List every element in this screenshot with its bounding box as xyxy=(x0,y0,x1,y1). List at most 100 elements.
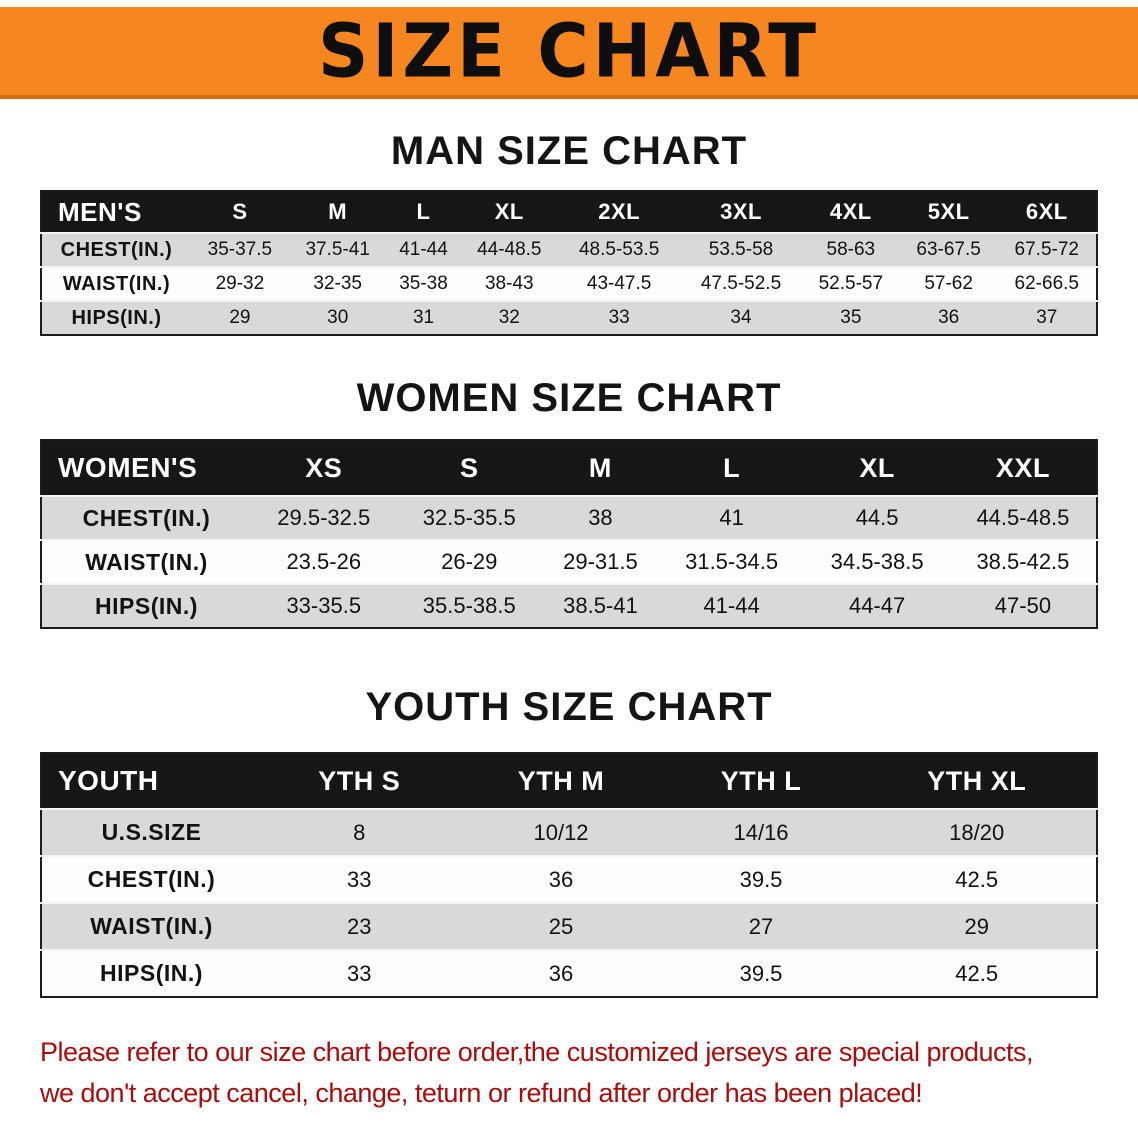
size-column-header: YTH S xyxy=(261,753,458,809)
measurement-value: 44-47 xyxy=(848,593,906,618)
measurement-value: 34.5-38.5 xyxy=(830,549,924,574)
measurement-value: 31 xyxy=(412,307,435,328)
measurement-value: 32.5-35.5 xyxy=(422,505,516,530)
measurement-value: 67.5-72 xyxy=(1014,239,1079,260)
size-column-header: YTH XL xyxy=(857,753,1097,809)
measurement-value: 44-48.5 xyxy=(477,239,542,260)
measurement-row: WAIST(IN.) 29-32 32-35 35-38 38-43 43-47.5 47.… xyxy=(41,267,1097,301)
measurement-row: CHEST(IN.) 29.5-32.5 32.5-35.5 38 41 44.5 44.5… xyxy=(41,496,1097,540)
measurement-row: HIPS(IN.) 29 30 31 32 33 34 35 36 37 xyxy=(41,301,1097,335)
size-column-header: 4XL xyxy=(801,191,900,233)
measurement-value: 63-67.5 xyxy=(916,239,981,260)
measurement-value: 14/16 xyxy=(733,819,789,845)
measurement-value: 38.5-41 xyxy=(563,593,638,618)
measurement-value: 27 xyxy=(748,913,774,939)
measurement-value: 44.5 xyxy=(855,505,899,530)
measurement-label: HIPS(IN.) xyxy=(100,960,203,986)
measurement-label: CHEST(IN.) xyxy=(87,866,216,892)
measurement-value: 33-35.5 xyxy=(286,593,362,618)
measurement-value: 39.5 xyxy=(739,866,783,892)
measurement-row: HIPS(IN.) 33-35.5 35.5-38.5 38.5-41 41-44 44-… xyxy=(41,584,1097,628)
measurement-value: 29 xyxy=(964,913,989,939)
measurement-value: 52.5-57 xyxy=(818,273,884,294)
measurement-value: 34 xyxy=(730,307,752,328)
men-size-section: MAN SIZE CHART MEN'S S M L XL 2XL 3XL 4XL 5XL 6XL… xyxy=(0,129,1138,336)
measurement-value: 31.5-34.5 xyxy=(685,549,779,574)
size-column-header: M xyxy=(288,191,387,233)
measurement-value: 33 xyxy=(608,307,630,328)
measurement-value: 10/12 xyxy=(533,819,589,845)
size-column-header: 5XL xyxy=(899,191,998,233)
size-column-header: S xyxy=(396,440,543,496)
size-column-header: S xyxy=(191,191,289,233)
measurement-label: HIPS(IN.) xyxy=(95,592,198,619)
measurement-value: 36 xyxy=(548,960,574,986)
measurement-value: 41-44 xyxy=(703,593,760,618)
disclaimer-line-1: Please refer to our size chart before or… xyxy=(40,1037,1034,1067)
size-column-header: YTH L xyxy=(664,753,858,809)
measurement-value: 57-62 xyxy=(924,273,973,294)
table-title-cell: YOUTH xyxy=(41,753,261,809)
measurement-value: 47.5-52.5 xyxy=(700,273,782,294)
measurement-value: 48.5-53.5 xyxy=(578,239,660,260)
measurement-row: WAIST(IN.) 23 25 27 29 xyxy=(41,903,1097,950)
measurement-value: 42.5 xyxy=(955,960,999,986)
measurement-value: 35-37.5 xyxy=(207,239,273,260)
measurement-value: 37 xyxy=(1036,307,1058,328)
page-title: SIZE CHART xyxy=(317,7,821,95)
measurement-row: CHEST(IN.) 33 36 39.5 42.5 xyxy=(41,856,1097,903)
measurement-value: 23.5-26 xyxy=(286,549,362,574)
table-title-cell: WOMEN'S xyxy=(41,440,251,496)
size-column-header: XL xyxy=(804,440,950,496)
measurement-value: 41-44 xyxy=(399,239,448,260)
measurement-value: 62-66.5 xyxy=(1014,273,1079,294)
measurement-value: 26-29 xyxy=(441,549,498,574)
measurement-value: 47-50 xyxy=(994,593,1052,618)
disclaimer: Please refer to our size chart before or… xyxy=(40,1032,1128,1113)
measurement-label: WAIST(IN.) xyxy=(90,913,213,939)
measurement-value: 32 xyxy=(498,307,520,328)
size-column-header: 3XL xyxy=(680,191,802,233)
youth-size-table: YOUTH YTH S YTH M YTH L YTH XL U.S.SIZE 8 10/12… xyxy=(40,752,1098,998)
men-section-heading: MAN SIZE CHART xyxy=(390,129,748,173)
measurement-value: 29-31.5 xyxy=(563,549,638,574)
measurement-value: 53.5-58 xyxy=(708,239,774,260)
youth-size-section: YOUTH SIZE CHART YOUTH YTH S YTH M YTH L YTH… xyxy=(0,685,1138,998)
measurement-label: WAIST(IN.) xyxy=(85,548,208,575)
measurement-value: 33 xyxy=(346,866,372,892)
measurement-value: 42.5 xyxy=(955,866,999,892)
size-column-header: XL xyxy=(460,191,559,233)
measurement-row: U.S.SIZE 8 10/12 14/16 18/20 xyxy=(41,809,1097,856)
measurement-value: 35 xyxy=(840,307,862,328)
measurement-label: U.S.SIZE xyxy=(101,819,202,845)
size-column-header: XS xyxy=(251,440,397,496)
measurement-label: WAIST(IN.) xyxy=(62,272,171,295)
measurement-value: 32-35 xyxy=(313,273,363,294)
measurement-value: 37.5-41 xyxy=(305,239,370,260)
measurement-row: CHEST(IN.) 35-37.5 37.5-41 41-44 44-48.5 48.5… xyxy=(41,233,1097,267)
table-header-row: YOUTH YTH S YTH M YTH L YTH XL xyxy=(41,753,1097,809)
measurement-label: HIPS(IN.) xyxy=(71,306,162,329)
measurement-value: 29 xyxy=(229,307,251,328)
youth-section-heading: YOUTH SIZE CHART xyxy=(365,685,773,729)
measurement-value: 30 xyxy=(327,307,349,328)
size-column-header: L xyxy=(658,440,805,496)
size-chart-page: SIZE CHART MAN SIZE CHART MEN'S S M L XL 2XL 3… xyxy=(0,7,1138,1113)
measurement-value: 38.5-42.5 xyxy=(976,549,1070,574)
disclaimer-line-2: we don't accept cancel, change, teturn o… xyxy=(40,1077,923,1108)
table-header-row: MEN'S S M L XL 2XL 3XL 4XL 5XL 6XL xyxy=(41,191,1097,233)
measurement-value: 18/20 xyxy=(949,819,1005,845)
measurement-row: HIPS(IN.) 33 36 39.5 42.5 xyxy=(41,950,1097,997)
measurement-value: 35.5-38.5 xyxy=(422,593,516,618)
measurement-value: 38-43 xyxy=(484,273,534,294)
table-header-row: WOMEN'S XS S M L XL XXL xyxy=(41,440,1097,496)
measurement-value: 33 xyxy=(346,960,372,986)
measurement-value: 29-32 xyxy=(215,273,265,294)
measurement-value: 39.5 xyxy=(739,960,783,986)
measurement-label: CHEST(IN.) xyxy=(60,238,173,261)
women-size-table: WOMEN'S XS S M L XL XXL CHEST(IN.) 29.5-32.5 32.5… xyxy=(40,439,1098,629)
measurement-value: 58-63 xyxy=(826,239,876,260)
measurement-value: 36 xyxy=(938,307,960,328)
size-column-header: XXL xyxy=(949,440,1097,496)
measurement-value: 38 xyxy=(588,505,613,530)
